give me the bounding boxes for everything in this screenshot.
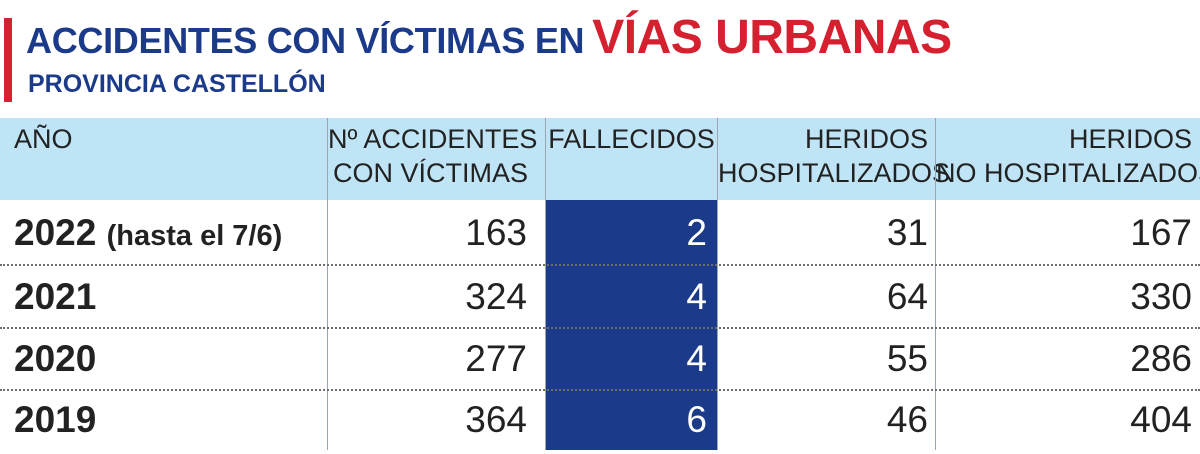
page-title: ACCIDENTES CON VÍCTIMAS EN VÍAS URBANAS	[26, 10, 952, 70]
hospitalized-cell: 31	[886, 212, 928, 253]
deaths-cell: 4	[686, 276, 707, 317]
col-header-year: AÑO	[14, 124, 73, 154]
col-header-deaths: FALLECIDOS	[548, 124, 715, 154]
table-row: 2020 277 4 55 286	[0, 328, 1200, 390]
not-hospitalized-cell: 404	[1130, 399, 1192, 440]
title-accent: VÍAS URBANAS	[592, 11, 952, 64]
year-cell: 2021	[14, 276, 97, 317]
table-row: 2021 324 4 64 330	[0, 266, 1200, 328]
hospitalized-cell: 46	[886, 399, 928, 440]
deaths-cell: 4	[686, 338, 707, 379]
page-subtitle: PROVINCIA CASTELLÓN	[28, 70, 326, 98]
not-hospitalized-cell: 286	[1130, 338, 1192, 379]
not-hospitalized-cell: 167	[1130, 212, 1192, 253]
year-cell: 2019	[14, 399, 97, 440]
accidents-cell: 324	[465, 276, 527, 317]
accidents-cell: 364	[465, 399, 527, 440]
hospitalized-cell: 64	[886, 276, 928, 317]
row-separator	[0, 389, 1200, 391]
column-divider	[327, 118, 328, 450]
column-divider	[935, 118, 936, 450]
row-separator	[0, 327, 1200, 329]
column-divider	[717, 118, 718, 450]
table-row: 2019 364 6 46 404	[0, 389, 1200, 451]
row-separator	[0, 264, 1200, 266]
accent-bar	[4, 18, 12, 102]
accidents-cell: 277	[465, 338, 527, 379]
title-main: ACCIDENTES CON VÍCTIMAS EN	[26, 20, 585, 61]
data-table: AÑO Nº ACCIDENTES CON VÍCTIMAS FALLECIDOS…	[0, 118, 1200, 450]
accidents-cell: 163	[465, 212, 527, 253]
deaths-cell: 2	[686, 212, 707, 253]
column-divider	[545, 118, 546, 450]
hospitalized-cell: 55	[886, 338, 928, 379]
not-hospitalized-cell: 330	[1130, 276, 1192, 317]
col-header-hospitalized: HERIDOS HOSPITALIZADOS	[718, 124, 951, 188]
table-row: 2022 (hasta el 7/6) 163 2 31 167	[0, 202, 1200, 264]
deaths-cell: 6	[686, 399, 707, 440]
year-cell: 2022 (hasta el 7/6)	[14, 212, 283, 253]
deaths-column-highlight	[546, 200, 717, 450]
year-cell: 2020	[14, 338, 97, 379]
col-header-not-hospitalized: HERIDOS NO HOSPITALIZADOS	[936, 124, 1200, 188]
col-header-accidents: Nº ACCIDENTES CON VÍCTIMAS	[328, 124, 538, 188]
table-header: AÑO Nº ACCIDENTES CON VÍCTIMAS FALLECIDOS…	[0, 118, 1200, 200]
